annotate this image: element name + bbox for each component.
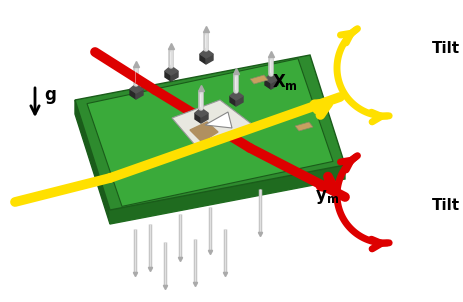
Text: g: g (44, 86, 56, 104)
Polygon shape (87, 59, 332, 206)
Polygon shape (200, 113, 207, 123)
Polygon shape (194, 113, 200, 123)
Polygon shape (236, 96, 243, 106)
Polygon shape (165, 66, 178, 75)
Polygon shape (206, 54, 213, 64)
Polygon shape (205, 112, 232, 128)
Polygon shape (130, 89, 136, 99)
Polygon shape (200, 49, 213, 58)
Polygon shape (165, 71, 171, 81)
Polygon shape (194, 108, 207, 117)
Polygon shape (75, 55, 344, 210)
Polygon shape (110, 165, 344, 224)
Polygon shape (230, 96, 236, 106)
Text: Tilt: Tilt (431, 198, 459, 213)
Polygon shape (136, 89, 143, 99)
Polygon shape (130, 84, 143, 93)
Polygon shape (294, 122, 313, 131)
Polygon shape (75, 100, 110, 224)
Polygon shape (250, 75, 268, 84)
Polygon shape (264, 74, 277, 83)
Polygon shape (189, 122, 218, 142)
Polygon shape (171, 71, 178, 81)
Polygon shape (264, 79, 270, 89)
Polygon shape (230, 91, 243, 100)
Polygon shape (200, 54, 206, 64)
Text: $\mathbf{X_m}$: $\mathbf{X_m}$ (271, 72, 297, 92)
Text: Tilt: Tilt (431, 40, 459, 56)
Polygon shape (172, 100, 252, 145)
Text: $\mathbf{y_m}$: $\mathbf{y_m}$ (314, 188, 338, 206)
Polygon shape (270, 79, 277, 89)
